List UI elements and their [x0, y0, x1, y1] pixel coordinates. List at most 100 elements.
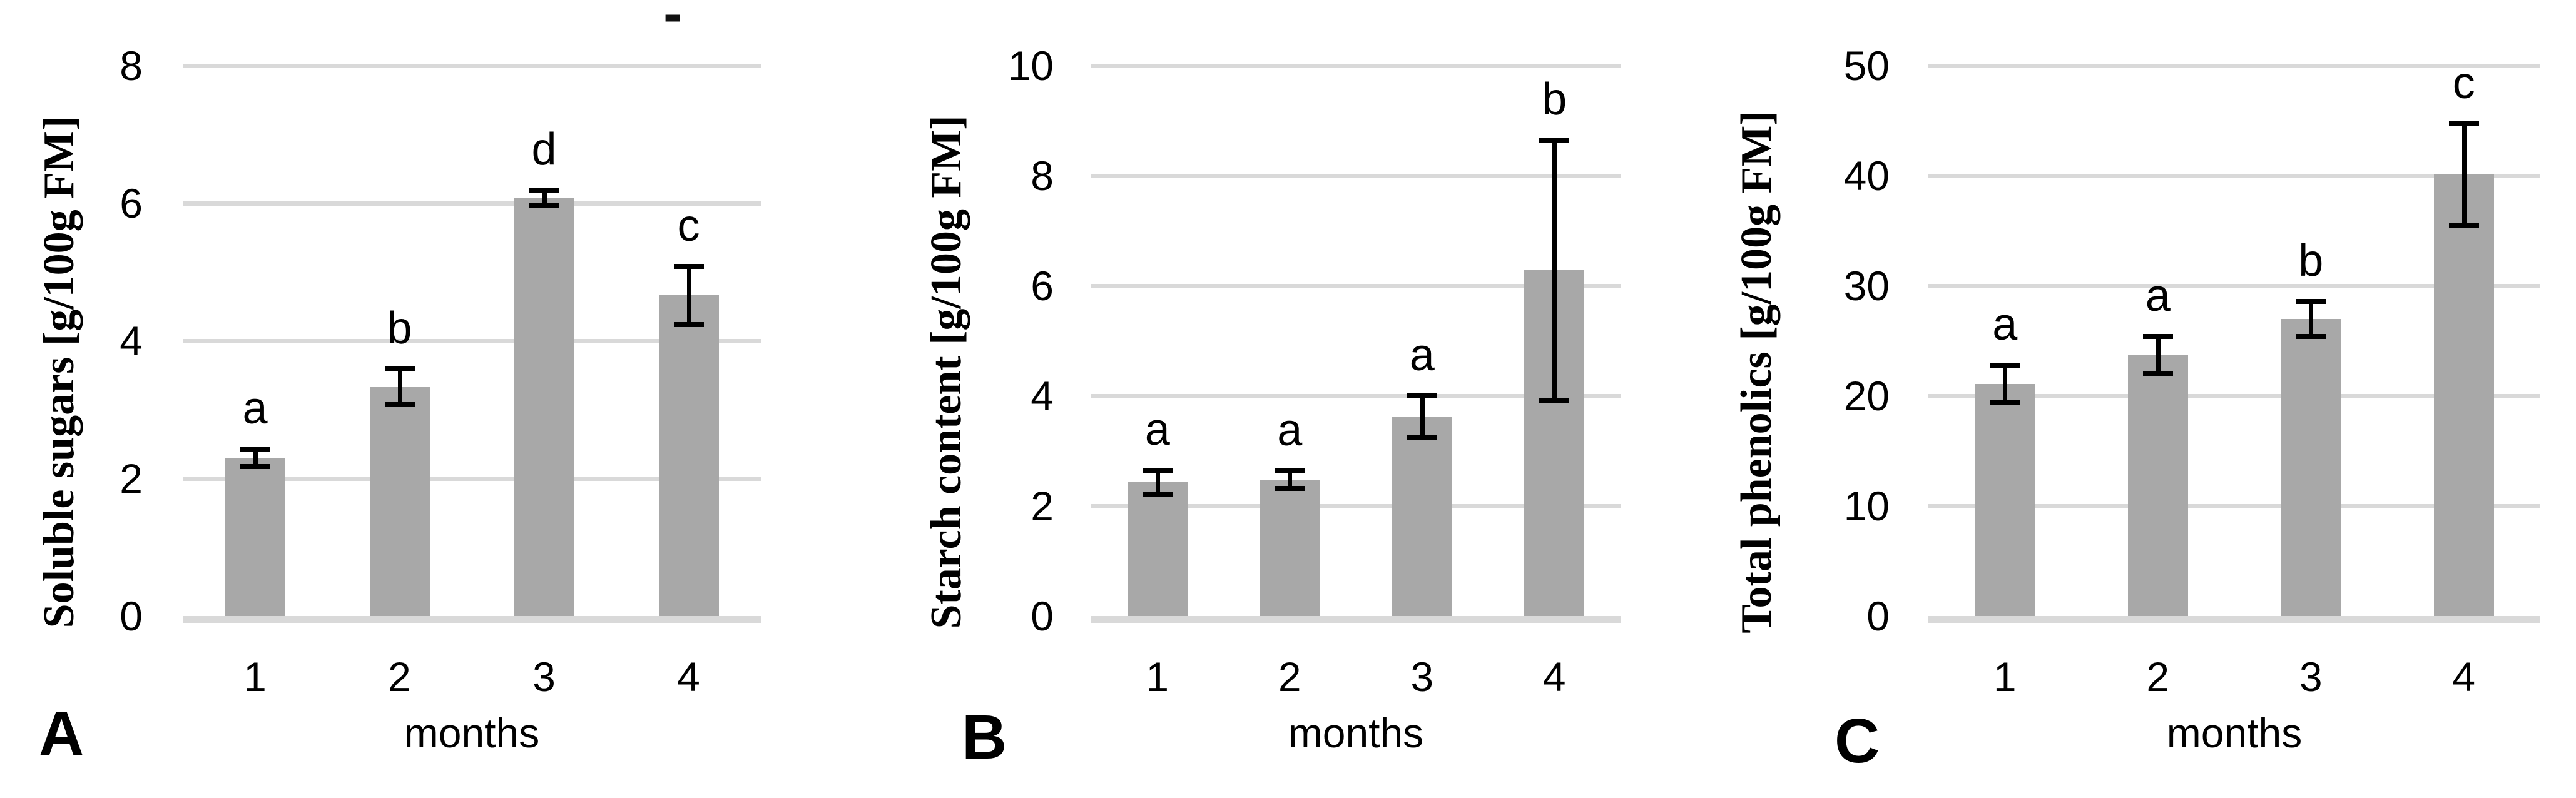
data-bar — [2433, 174, 2494, 616]
error-bar-cap-bottom — [673, 321, 704, 327]
data-bar — [658, 295, 719, 616]
data-bar — [1392, 417, 1452, 616]
significance-letter: d — [531, 124, 557, 175]
error-bar-cap-bottom — [240, 464, 270, 470]
data-bar — [1260, 479, 1320, 616]
data-bar — [225, 458, 285, 616]
gridline — [1091, 64, 1621, 68]
error-bar-cap-top — [1275, 468, 1305, 473]
gridline — [1928, 284, 2540, 288]
y-tick-label: 40 — [1843, 153, 1890, 199]
x-tick-label: 3 — [2299, 654, 2323, 700]
x-tick-label: 3 — [1410, 654, 1434, 700]
gridline — [1091, 504, 1621, 508]
y-tick-label: 4 — [1031, 373, 1054, 419]
significance-letter: b — [1542, 74, 1567, 124]
chart-panel-b: Starch content [g/100g FM] 0 2 4 6 8 10 a 1 a 2 a 3 b… — [858, 0, 1717, 798]
panel-letter: C — [1835, 706, 1880, 776]
y-tick-label: 6 — [120, 180, 143, 226]
y-tick-label: 0 — [120, 593, 143, 639]
y-tick-label: 20 — [1843, 373, 1890, 419]
y-tick-label: 50 — [1843, 43, 1890, 89]
error-bar-cap-top — [1539, 137, 1570, 143]
significance-letter: a — [1144, 404, 1170, 455]
error-bar-line — [2003, 365, 2008, 403]
significance-letter: a — [1277, 405, 1303, 455]
error-bar-cap-bottom — [1407, 435, 1437, 440]
error-bar-line — [542, 190, 547, 206]
data-bar — [1975, 383, 2035, 616]
significance-letter: b — [2298, 235, 2324, 286]
panel-letter: B — [962, 702, 1007, 772]
x-axis-label: months — [1288, 710, 1424, 756]
data-bar — [2281, 318, 2341, 616]
error-bar-line — [2309, 301, 2314, 336]
x-tick-label: 2 — [1278, 654, 1301, 700]
error-bar-cap-bottom — [1275, 485, 1305, 491]
significance-letter: a — [242, 383, 268, 433]
error-bar-cap-top — [1407, 393, 1437, 398]
error-bar-cap-bottom — [1990, 400, 2020, 405]
error-bar-line — [1288, 470, 1293, 488]
x-tick-label: 2 — [2146, 654, 2170, 700]
error-bar-cap-top — [2448, 121, 2479, 127]
error-bar-cap-top — [529, 188, 559, 193]
error-bar-line — [253, 448, 258, 467]
gridline — [183, 201, 761, 206]
data-bar — [514, 198, 574, 616]
error-bar-line — [2156, 336, 2161, 374]
x-axis-line — [1928, 616, 2540, 623]
significance-letter: b — [387, 303, 412, 354]
gridline — [1928, 174, 2540, 178]
gridline — [183, 64, 761, 68]
y-tick-label: 0 — [1866, 593, 1890, 639]
x-tick-label: 1 — [243, 654, 267, 700]
gridline — [1091, 394, 1621, 398]
x-axis-line — [183, 616, 761, 623]
gridline — [183, 339, 761, 343]
error-bar-cap-bottom — [529, 203, 559, 208]
chart-panel-c: Total phenolics [g/100g FM] 0 10 20 30 40 50 a 1… — [1717, 0, 2576, 798]
stray-dash-artifact: - — [663, 0, 683, 46]
significance-letter: a — [2145, 270, 2171, 321]
error-bar-cap-top — [2142, 333, 2173, 339]
gridline — [1091, 284, 1621, 288]
error-bar-cap-top — [240, 446, 270, 452]
error-bar-cap-bottom — [1142, 492, 1173, 497]
data-bar — [369, 386, 430, 616]
data-bar — [2127, 355, 2188, 616]
error-bar-line — [1552, 139, 1557, 401]
y-tick-label: 4 — [120, 318, 143, 364]
error-bar-line — [397, 369, 402, 405]
x-tick-label: 2 — [388, 654, 411, 700]
y-tick-label: 30 — [1843, 263, 1890, 309]
y-tick-label: 2 — [1031, 483, 1054, 529]
error-bar-cap-top — [1142, 467, 1173, 473]
error-bar-cap-top — [2296, 298, 2326, 304]
y-tick-label: 2 — [120, 455, 143, 502]
significance-letter: c — [2452, 58, 2475, 109]
significance-letter: a — [1992, 299, 2018, 350]
x-axis-label: months — [2166, 710, 2303, 756]
error-bar-line — [1155, 470, 1160, 495]
error-bar-cap-top — [1990, 362, 2020, 368]
panel-letter: A — [39, 699, 84, 769]
x-tick-label: 1 — [1146, 654, 1169, 700]
error-bar-cap-bottom — [2142, 371, 2173, 376]
significance-letter: a — [1409, 330, 1435, 380]
gridline — [1928, 394, 2540, 398]
y-tick-label: 10 — [1007, 43, 1054, 89]
error-bar-line — [686, 266, 691, 325]
error-bar-cap-bottom — [2448, 223, 2479, 228]
error-bar-line — [2461, 124, 2467, 226]
error-bar-cap-bottom — [2296, 333, 2326, 339]
x-tick-label: 3 — [532, 654, 556, 700]
chart-panel-a: - Soluble sugars [g/100g FM] 0 2 4 6 8 a 1 b 2 d 3 c… — [0, 0, 858, 798]
x-axis-line — [1091, 616, 1621, 623]
data-bar — [1127, 482, 1188, 616]
x-tick-label: 4 — [1542, 654, 1566, 700]
x-tick-label: 4 — [677, 654, 700, 700]
y-tick-label: 8 — [120, 43, 143, 89]
y-tick-label: 0 — [1031, 593, 1054, 639]
